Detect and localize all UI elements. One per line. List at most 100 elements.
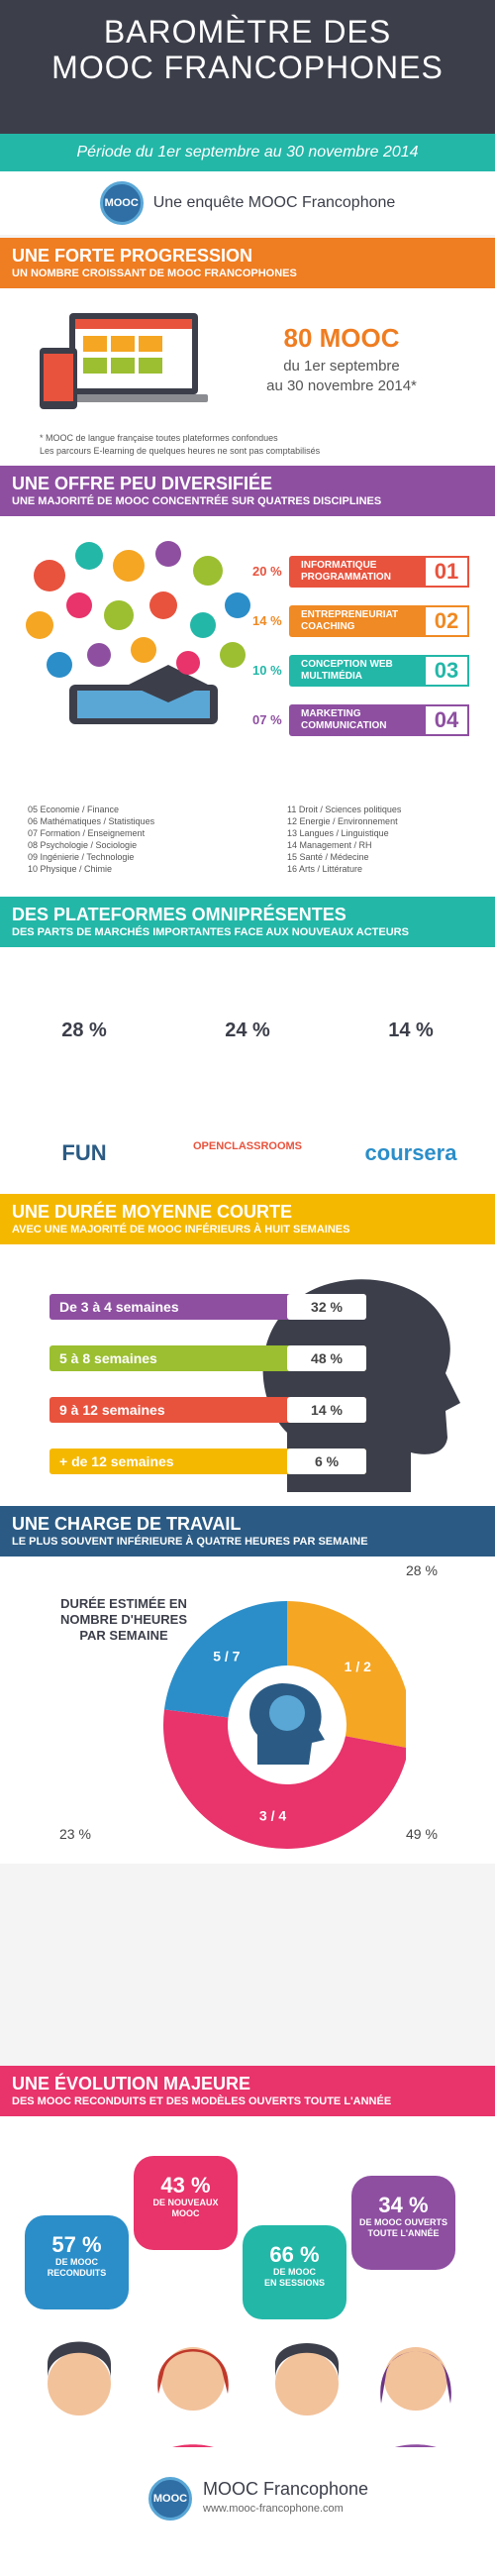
pie-slice-pct: 23 % <box>59 1826 91 1842</box>
title-line-2: MOOC FRANCOPHONES <box>51 50 444 85</box>
pie-slice-pct: 28 % <box>406 1562 438 1578</box>
platform-share: 24 % <box>225 1020 270 1041</box>
platform-share: 28 % <box>61 1020 107 1041</box>
stat-line-1: DE MOOC <box>54 2257 98 2267</box>
section-body: 28 % FUN 24 % OPENCLASSROOMS 14 % coursera <box>0 947 495 1195</box>
discipline-item: 10 Physique / Chimie <box>28 864 113 874</box>
duration-label: + de 12 semaines <box>59 1453 174 1469</box>
platform-logo: OPENCLASSROOMS <box>192 1140 302 1152</box>
platform-logo: FUN <box>61 1140 107 1165</box>
footnote-2: Les parcours E-learning de quelques heur… <box>40 446 321 456</box>
footer-url[interactable]: www.mooc-francophone.com <box>203 2503 344 2515</box>
discipline-rank: 04 <box>424 704 469 736</box>
brain-head-icon <box>232 1669 343 1780</box>
topics-bubbles-icon <box>26 541 250 724</box>
stat-bubble: 34 % DE MOOC OUVERTS TOUTE L'ANNÉE <box>351 2176 455 2270</box>
footer-name: MOOC Francophone <box>203 2479 369 2499</box>
pie-legend: DURÉE ESTIMÉE EN NOMBRE D'HEURES PAR SEM… <box>59 1596 188 1643</box>
date-line-2: au 30 novembre 2014* <box>266 377 417 394</box>
section-platforms: DES PLATEFORMES OMNIPRÉSENTES DES PARTS … <box>0 897 495 1195</box>
section-title: UNE DURÉE MOYENNE COURTE <box>12 1202 293 1222</box>
section-header: UNE DURÉE MOYENNE COURTE AVEC UNE MAJORI… <box>0 1194 495 1244</box>
stat-bubble: 57 % DE MOOC RECONDUITS <box>25 2215 129 2309</box>
stat-line-2: RECONDUITS <box>47 2268 107 2278</box>
discipline-pct: 10 % <box>252 663 282 678</box>
section-subtitle: UN NOMBRE CROISSANT DE MOOC FRANCOPHONES <box>12 268 297 279</box>
section-header: UNE CHARGE DE TRAVAIL LE PLUS SOUVENT IN… <box>0 1506 495 1556</box>
stat-bubble: 66 % DE MOOC EN SESSIONS <box>243 2225 346 2319</box>
section-progression: UNE FORTE PROGRESSION UN NOMBRE CROISSAN… <box>0 238 495 475</box>
section-body: 80 MOOC du 1er septembre au 30 novembre … <box>0 288 495 475</box>
stat-pct: 66 % <box>269 2242 320 2267</box>
discipline-label: MARKETING COMMUNICATION <box>301 708 387 731</box>
discipline-item: 12 Energie / Environnement <box>287 816 398 826</box>
duration-pct: 6 % <box>287 1449 366 1474</box>
survey-brand: MOOC Une enquête MOOC Francophone <box>0 171 495 235</box>
discipline-pct: 20 % <box>252 564 282 579</box>
duration-label: 5 à 8 semaines <box>59 1350 157 1366</box>
section-title: UNE OFFRE PEU DIVERSIFIÉE <box>12 474 273 493</box>
section-header: UNE ÉVOLUTION MAJEURE DES MOOC RECONDUIT… <box>0 2066 495 2116</box>
stat-line-1: DE NOUVEAUX <box>152 2198 219 2207</box>
section-body: 20 % INFORMATIQUE PROGRAMMATION 01 14 % ENTRE… <box>0 516 495 903</box>
platform-logo: coursera <box>364 1140 457 1165</box>
pie-slice <box>287 1601 406 1748</box>
header: BAROMÈTRE DES MOOC FRANCOPHONES <box>0 0 495 134</box>
date-line-1: du 1er septembre <box>283 358 400 375</box>
duration-pct: 32 % <box>287 1294 366 1320</box>
others-right: 11 Droit / Sciences politiques 12 Energi… <box>287 804 485 875</box>
stat-line-2: MOOC <box>171 2208 200 2218</box>
stat-bubble: 43 % DE NOUVEAUX MOOC <box>134 2156 238 2250</box>
stat-line-2: TOUTE L'ANNÉE <box>367 2228 440 2238</box>
mooc-logo-icon: MOOC <box>148 2477 192 2521</box>
section-title: DES PLATEFORMES OMNIPRÉSENTES <box>12 905 346 924</box>
period-banner: Période du 1er septembre au 30 novembre … <box>0 134 495 171</box>
section-body: 57 % DE MOOC RECONDUITS 43 % DE NOUVEAUX MOOC… <box>0 2116 495 2493</box>
footnote-1: * MOOC de langue française toutes platef… <box>40 433 278 443</box>
section-body: De 3 à 4 semaines 32 % 5 à 8 semaines 48 % 9… <box>0 1244 495 1517</box>
discipline-pill: MARKETING COMMUNICATION 04 <box>289 704 469 736</box>
section-body: DURÉE ESTIMÉE EN NOMBRE D'HEURES PAR SEM… <box>0 1556 495 1864</box>
stat-line-1: DE MOOC OUVERTS <box>358 2217 447 2227</box>
pie-slice-label: 5 / 7 <box>213 1649 240 1664</box>
workload-pie-chart: 1 / 2 3 / 4 5 / 7 <box>163 1601 406 1849</box>
duration-label: 9 à 12 semaines <box>59 1402 165 1418</box>
discipline-label: INFORMATIQUE PROGRAMMATION <box>301 560 391 583</box>
platform-share: 14 % <box>388 1020 434 1041</box>
duration-pct: 14 % <box>287 1397 366 1423</box>
section-subtitle: DES PARTS DE MARCHÉS IMPORTANTES FACE AU… <box>12 926 409 938</box>
discipline-item: 06 Mathématiques / Statistiques <box>28 816 155 826</box>
section-subtitle: LE PLUS SOUVENT INFÉRIEURE À QUATRE HEUR… <box>12 1536 368 1548</box>
section-disciplines: UNE OFFRE PEU DIVERSIFIÉE UNE MAJORITÉ D… <box>0 466 495 903</box>
pie-slice <box>163 1709 406 1849</box>
discipline-item: 14 Management / RH <box>287 840 372 850</box>
footer: MOOC MOOC Francophone www.mooc-francopho… <box>0 2447 495 2576</box>
mooc-logo-icon: MOOC <box>99 181 144 225</box>
section-title: UNE FORTE PROGRESSION <box>12 246 253 266</box>
duration-pct: 48 % <box>287 1345 366 1371</box>
discipline-item: 16 Arts / Littérature <box>287 864 363 874</box>
discipline-item: 13 Langues / Linguistique <box>287 828 389 838</box>
stat-line-2: EN SESSIONS <box>263 2278 326 2288</box>
mooc-count: 80 MOOC <box>283 323 400 353</box>
footer-logo: MOOC <box>148 2477 192 2521</box>
section-header: DES PLATEFORMES OMNIPRÉSENTES DES PARTS … <box>0 897 495 947</box>
discipline-item: 11 Droit / Sciences politiques <box>287 805 402 814</box>
duration-bar: 5 à 8 semaines 48 % <box>50 1345 366 1371</box>
duration-bar: De 3 à 4 semaines 32 % <box>50 1294 366 1320</box>
devices-icon <box>40 313 208 409</box>
duration-label: De 3 à 4 semaines <box>59 1299 179 1315</box>
duration-bar: 9 à 12 semaines 14 % <box>50 1397 366 1423</box>
discipline-label: ENTREPRENEURIAT COACHING <box>301 609 399 632</box>
discipline-rank: 01 <box>424 556 469 588</box>
discipline-item: 15 Santé / Médecine <box>287 852 369 862</box>
discipline-pct: 14 % <box>252 613 282 628</box>
stat-line-1: DE MOOC <box>272 2267 316 2277</box>
section-title: UNE ÉVOLUTION MAJEURE <box>12 2074 251 2093</box>
section-header: UNE FORTE PROGRESSION UN NOMBRE CROISSAN… <box>0 238 495 288</box>
discipline-rank: 02 <box>424 605 469 637</box>
section-title: UNE CHARGE DE TRAVAIL <box>12 1514 242 1534</box>
section-evolution: UNE ÉVOLUTION MAJEURE DES MOOC RECONDUIT… <box>0 2066 495 2493</box>
discipline-item: 08 Psychologie / Sociologie <box>28 840 138 850</box>
